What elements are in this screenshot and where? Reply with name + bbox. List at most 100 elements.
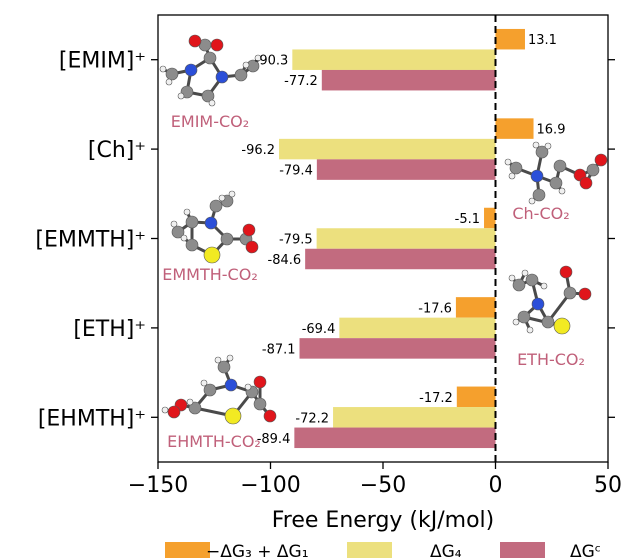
atom [530, 169, 544, 183]
bar [294, 427, 496, 449]
data-label: 16.9 [537, 123, 566, 138]
atom [165, 78, 173, 86]
y-tick-label: [Ch]⁺ [88, 138, 146, 163]
atom [188, 34, 202, 48]
bar [292, 49, 496, 70]
atom [242, 223, 256, 237]
atom [210, 38, 224, 52]
molecule-name: Ch-CO₂ [512, 204, 569, 223]
data-labels-layer: 13.1 -90.3 -77.2 16.9 -96.2 -79.4 -5.1 -79.5 -84… [241, 33, 565, 447]
atom [180, 234, 188, 242]
atom [254, 54, 262, 62]
atom [553, 317, 571, 335]
data-label: -17.6 [418, 301, 452, 316]
atom [171, 225, 185, 239]
atom [201, 89, 215, 103]
y-tick-label: [ETH]⁺ [73, 317, 146, 342]
molecule-structure [170, 190, 259, 264]
atom [512, 318, 520, 326]
atom [200, 379, 208, 387]
atom [578, 287, 592, 301]
data-label: -72.2 [295, 411, 329, 426]
bars-layer [279, 28, 534, 449]
y-tick-label: [EMIM]⁺ [59, 49, 146, 74]
atom [540, 282, 548, 290]
atom [532, 141, 540, 149]
atom [532, 188, 546, 202]
atom [220, 232, 234, 246]
atom [263, 409, 277, 423]
atom [535, 145, 549, 159]
molecule-layer: EMIM-CO₂ Ch-CO₂ EMMTH-CO₂ ETH-CO₂ EHMTH-CO₂ [159, 34, 608, 451]
atom [186, 398, 194, 406]
atom [234, 68, 248, 82]
atom [188, 401, 202, 415]
atom [161, 406, 169, 414]
atom [224, 407, 242, 425]
atom [563, 286, 577, 300]
bar [495, 118, 534, 139]
data-label: -87.1 [262, 342, 296, 357]
x-tick-label: 50 [594, 473, 622, 498]
atom [204, 216, 218, 230]
legend-swatch [347, 542, 392, 558]
x-tick-label: 0 [489, 473, 503, 498]
data-label: -79.5 [279, 233, 313, 248]
atom [226, 354, 234, 362]
axis-layer: [EMIM]⁺ [Ch]⁺ [EMMTH]⁺ [ETH]⁺ [EHMTH]⁺ −150 −1… [35, 49, 622, 498]
bar [333, 407, 496, 428]
atom [579, 176, 593, 190]
atom [531, 297, 545, 311]
legend-label: ΔGᶜ [570, 542, 601, 560]
atom [512, 278, 526, 292]
atom [253, 375, 267, 389]
bar [321, 69, 496, 91]
atom [504, 158, 512, 166]
bar [455, 297, 496, 318]
x-tick-label: −100 [240, 473, 300, 498]
x-tick-label: −50 [360, 473, 406, 498]
molecule-structure [161, 354, 277, 425]
molecule-name: ETH-CO₂ [517, 350, 585, 369]
atom [185, 215, 199, 229]
atom [242, 61, 250, 69]
data-label: -17.2 [419, 391, 453, 406]
y-tick-label: [EHMTH]⁺ [38, 406, 146, 431]
molecule-name: EMMTH-CO₂ [162, 265, 257, 284]
molecule-structure [504, 141, 608, 205]
y-tick-label: [EMMTH]⁺ [35, 228, 146, 253]
atom [165, 67, 179, 81]
legend-label: −ΔG₃ + ΔG₁ [206, 542, 309, 560]
atom [508, 172, 516, 180]
data-label: -89.4 [257, 432, 291, 447]
atom [184, 63, 198, 77]
atom [167, 405, 181, 419]
atom [528, 197, 536, 205]
bar [316, 159, 496, 180]
atom [525, 273, 539, 287]
atom [553, 159, 567, 173]
atom [185, 238, 199, 252]
data-label: -5.1 [455, 212, 480, 227]
bar [305, 248, 496, 270]
atom [218, 194, 226, 202]
bar [279, 138, 496, 160]
atom [508, 274, 516, 282]
bar [299, 338, 496, 359]
atom [203, 51, 217, 65]
atom [159, 65, 167, 73]
data-label: 13.1 [528, 33, 557, 48]
x-axis-title: Free Energy (kJ/mol) [272, 508, 495, 533]
atom [215, 70, 229, 84]
data-label: -77.2 [284, 74, 318, 89]
molecule-structure [159, 34, 262, 107]
molecule-structure [508, 265, 592, 335]
legend-swatch [500, 542, 545, 558]
atom [203, 246, 221, 264]
atom [170, 220, 178, 228]
atom [526, 326, 534, 334]
legend-swatch [165, 542, 210, 558]
molecule-name: EHMTH-CO₂ [167, 432, 261, 451]
atom [203, 383, 217, 397]
atom [517, 310, 531, 324]
